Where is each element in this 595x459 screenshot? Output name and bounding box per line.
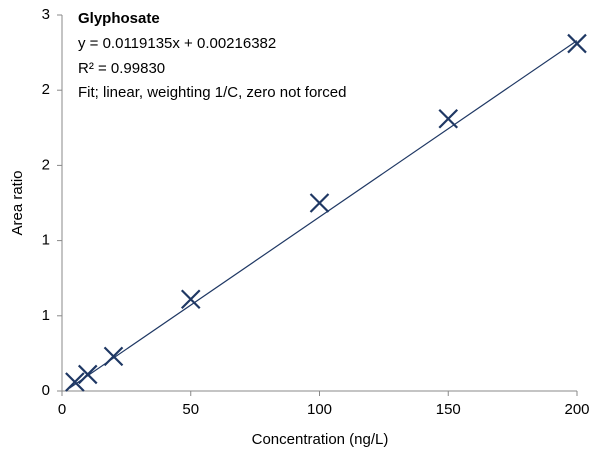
annotation: R² = 0.99830 [78, 60, 165, 77]
x-marker [309, 193, 330, 213]
x-marker [438, 108, 459, 129]
x-tick-label: 100 [307, 401, 332, 418]
y-tick-label: 2 [42, 156, 50, 173]
x-tick-label: 0 [58, 401, 66, 418]
x-marker [103, 346, 124, 367]
x-axis-label: Concentration (ng/L) [252, 431, 389, 448]
x-tick-label: 200 [564, 401, 589, 418]
x-tick-label: 150 [436, 401, 461, 418]
y-axis-label: Area ratio [9, 170, 26, 235]
x-marker [180, 289, 201, 310]
x-marker [567, 33, 587, 54]
y-tick-label: 3 [42, 6, 50, 23]
x-marker [77, 364, 98, 385]
x-marker [65, 372, 85, 392]
y-tick-label: 1 [42, 307, 50, 324]
y-tick-label: 1 [42, 232, 50, 249]
y-tick-label: 0 [42, 382, 50, 399]
fit-line [69, 40, 578, 389]
annotation: Fit; linear, weighting 1/C, zero not for… [78, 84, 346, 101]
y-tick-label: 2 [42, 81, 50, 98]
annotation-title: Glyphosate [78, 10, 160, 27]
x-tick-label: 50 [182, 401, 199, 418]
annotation: y = 0.0119135x + 0.00216382 [78, 35, 276, 52]
